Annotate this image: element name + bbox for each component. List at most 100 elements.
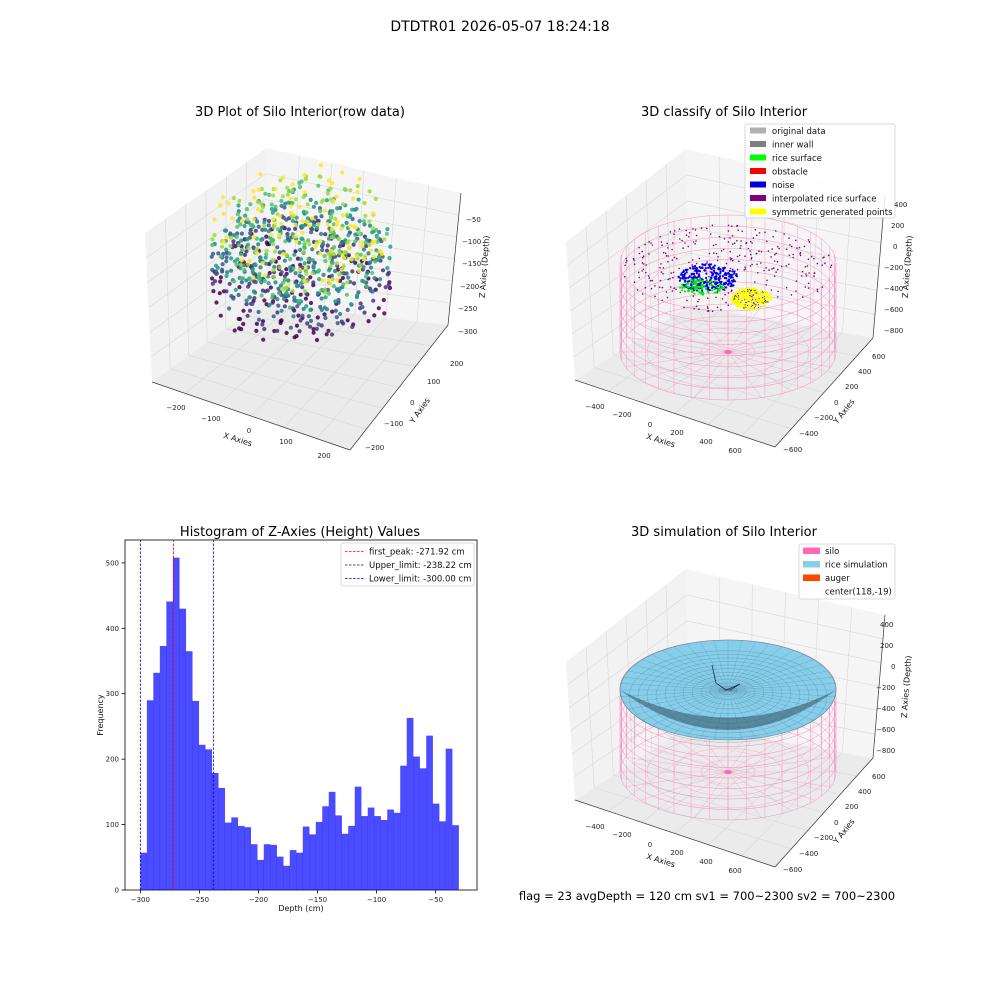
scatter-point — [382, 237, 387, 242]
scatter-point — [322, 253, 327, 259]
scatter-point — [370, 225, 375, 231]
symmetric-point — [732, 299, 736, 302]
scatter-point — [311, 223, 316, 228]
scatter-point — [339, 319, 344, 324]
scatter-point — [339, 226, 344, 231]
noise-point — [707, 263, 710, 266]
scatter-point — [364, 243, 369, 249]
scatter-point — [308, 300, 314, 306]
symmetric-point-dark — [748, 301, 750, 302]
symmetric-point — [740, 302, 744, 305]
noise-point — [688, 275, 691, 278]
interpolated-point — [736, 224, 739, 227]
scatter-point — [259, 237, 264, 242]
symmetric-point-dark — [752, 304, 754, 306]
scatter-point — [237, 198, 242, 204]
interpolated-point — [780, 265, 783, 268]
legend-label-rice-surface: rice surface — [772, 154, 822, 164]
scatter-point — [228, 235, 233, 240]
scatter-point — [263, 255, 268, 260]
noise-point — [708, 265, 712, 268]
interpolated-point — [772, 236, 774, 238]
interpolated-point — [788, 263, 790, 266]
scatter-point — [325, 191, 330, 196]
symmetric-point — [743, 288, 747, 292]
simulation-y-tick: 0 — [834, 819, 838, 827]
interpolated-point — [671, 290, 674, 292]
interpolated-point — [659, 236, 661, 238]
interpolated-point — [641, 256, 644, 259]
noise-point — [733, 270, 736, 273]
interpolated-point — [672, 277, 674, 279]
simulation-y-tick: 600 — [872, 773, 885, 781]
scatter-point — [337, 286, 342, 291]
symmetric-point — [734, 302, 737, 305]
scatter-point — [282, 274, 287, 279]
classify-z-ticks: 400 200 0 −200 −400 −600 −800 — [884, 201, 907, 335]
interpolated-point — [679, 238, 681, 240]
interpolated-point — [751, 263, 753, 266]
simulation-z-tick: −600 — [876, 726, 895, 734]
scatter-point — [303, 177, 308, 182]
grid-line — [416, 185, 429, 322]
rice-surface-shadow — [620, 690, 836, 730]
interpolated-point — [662, 272, 664, 275]
interpolated-point — [716, 259, 719, 262]
symmetric-point-dark — [749, 295, 751, 297]
scatter-point — [245, 237, 250, 242]
scatter-point — [301, 194, 306, 200]
interpolated-point — [667, 255, 669, 257]
rice-surface-point — [693, 287, 696, 291]
scatter-point — [247, 295, 252, 300]
scatter-point — [233, 287, 238, 292]
simulation-z-tick: −400 — [876, 705, 895, 713]
interpolated-point — [641, 250, 643, 253]
scatter-point — [247, 258, 252, 263]
interpolated-point — [650, 242, 652, 244]
legend-swatch-interpolated — [750, 195, 766, 201]
scatter-point — [372, 239, 377, 244]
interpolated-point — [765, 267, 767, 269]
rice-surface-point — [700, 283, 703, 287]
scatter-point — [210, 242, 215, 248]
scatter-point — [273, 280, 278, 285]
scatter-point — [329, 332, 335, 337]
silo-floor-ring — [700, 339, 756, 365]
symmetric-point — [746, 305, 749, 308]
symmetric-point — [760, 299, 763, 302]
scatter-point — [344, 292, 349, 297]
noise-point — [710, 271, 713, 274]
scatter-point — [237, 326, 242, 331]
classify-z-tick: 200 — [891, 222, 904, 230]
scatter-point — [272, 249, 278, 254]
rice-surface-point — [691, 290, 694, 293]
scatter-point — [321, 272, 326, 277]
scatter-point — [323, 295, 328, 300]
scatter-point — [251, 234, 256, 239]
interpolated-point — [744, 255, 746, 257]
classify-z-tick: −200 — [884, 264, 903, 272]
histogram-bar — [348, 825, 355, 890]
interpolated-point — [740, 240, 742, 242]
symmetric-point-dark — [763, 296, 765, 298]
raw-y-tick: −100 — [384, 420, 403, 428]
scatter-point — [236, 292, 241, 298]
scatter-point — [225, 270, 230, 275]
interpolated-point — [644, 243, 646, 246]
scatter-point — [280, 194, 286, 199]
interpolated-point — [678, 228, 681, 230]
scatter-point — [252, 296, 257, 301]
interpolated-point — [638, 276, 640, 279]
simulation-y-tick: −400 — [799, 850, 818, 858]
symmetric-point-dark — [764, 298, 766, 300]
simulation-x-tick: 200 — [670, 849, 683, 857]
interpolated-point — [813, 275, 815, 277]
scatter-point — [293, 249, 298, 254]
legend-label-interpolated: interpolated rice surface — [772, 195, 877, 205]
symmetric-point — [740, 295, 744, 298]
histogram-bar — [361, 816, 368, 890]
symmetric-point-dark — [765, 302, 767, 304]
scatter-point — [244, 207, 249, 212]
scatter-point — [331, 222, 336, 227]
scatter-point — [298, 247, 303, 252]
